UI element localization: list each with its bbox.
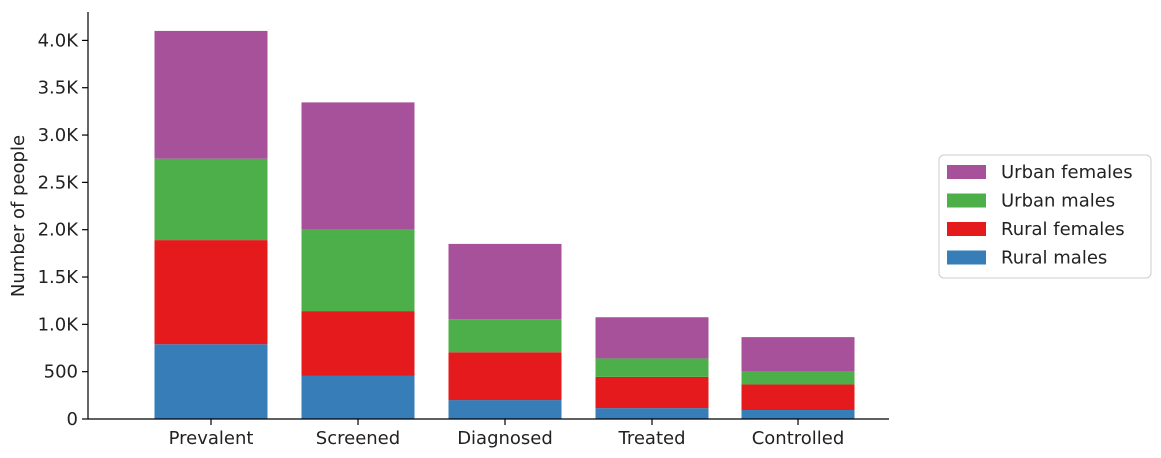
x-tick-label: Treated bbox=[617, 428, 685, 449]
bar-prevalent-urban-males bbox=[154, 158, 268, 241]
bar-diagnosed-rural-females bbox=[448, 352, 562, 401]
x-tick-label: Diagnosed bbox=[457, 428, 553, 449]
legend-swatch-urban-females bbox=[947, 165, 986, 179]
legend-swatch-urban-males bbox=[947, 193, 986, 208]
bar-controlled-rural-females bbox=[741, 384, 855, 411]
legend-label-urban-females: Urban females bbox=[1001, 162, 1133, 183]
bar-diagnosed-urban-males bbox=[448, 319, 562, 353]
bar-treated-rural-females bbox=[595, 376, 709, 409]
x-axis-ticks: Prevalent Screened Diagnosed Treated Control… bbox=[169, 419, 845, 449]
y-tick-label: 2.5K bbox=[38, 172, 80, 193]
x-tick-label: Controlled bbox=[752, 428, 845, 449]
bar-treated-urban-males bbox=[595, 358, 709, 377]
y-axis-title: Number of people bbox=[8, 135, 29, 297]
x-tick-label: Screened bbox=[316, 428, 400, 449]
legend-label-rural-females: Rural females bbox=[1001, 219, 1125, 240]
legend-label-rural-males: Rural males bbox=[1001, 248, 1107, 269]
legend-label-urban-males: Urban males bbox=[1001, 191, 1115, 212]
bar-controlled-rural-males bbox=[741, 410, 855, 419]
bar-screened-urban-females bbox=[301, 102, 415, 230]
bar-treated-urban-females bbox=[595, 317, 709, 359]
y-tick-label: 4.0K bbox=[38, 30, 80, 51]
y-tick-label: 3.0K bbox=[38, 125, 80, 146]
bar-screened-rural-females bbox=[301, 311, 415, 376]
y-tick-label: 1.0K bbox=[38, 314, 80, 335]
legend: Urban females Urban males Rural females Rur… bbox=[938, 154, 1152, 279]
bar-diagnosed-rural-males bbox=[448, 400, 562, 419]
y-tick-label: 2.0K bbox=[38, 220, 80, 241]
y-axis-ticks: 0 500 1.0K 1.5K 2.0K 2.5K 3.0K 3.5K 4.0K bbox=[38, 30, 88, 430]
bar-prevalent-rural-males bbox=[154, 344, 268, 419]
bar-controlled-urban-females bbox=[741, 337, 855, 372]
y-tick-label: 0 bbox=[67, 409, 78, 430]
bar-controlled-urban-males bbox=[741, 371, 855, 385]
bar-prevalent-rural-females bbox=[154, 240, 268, 345]
x-tick-label: Prevalent bbox=[169, 428, 254, 449]
bars-group bbox=[154, 30, 855, 419]
bar-screened-rural-males bbox=[301, 375, 415, 419]
y-tick-label: 3.5K bbox=[38, 78, 80, 99]
bar-prevalent-urban-females bbox=[154, 30, 268, 159]
bar-diagnosed-urban-females bbox=[448, 243, 562, 320]
y-tick-label: 1.5K bbox=[38, 267, 80, 288]
y-tick-label: 500 bbox=[44, 362, 78, 383]
bar-screened-urban-males bbox=[301, 229, 415, 312]
bar-treated-rural-males bbox=[595, 408, 709, 419]
legend-swatch-rural-males bbox=[947, 250, 986, 265]
legend-swatch-rural-females bbox=[947, 222, 986, 236]
legend-frame bbox=[938, 154, 1152, 279]
